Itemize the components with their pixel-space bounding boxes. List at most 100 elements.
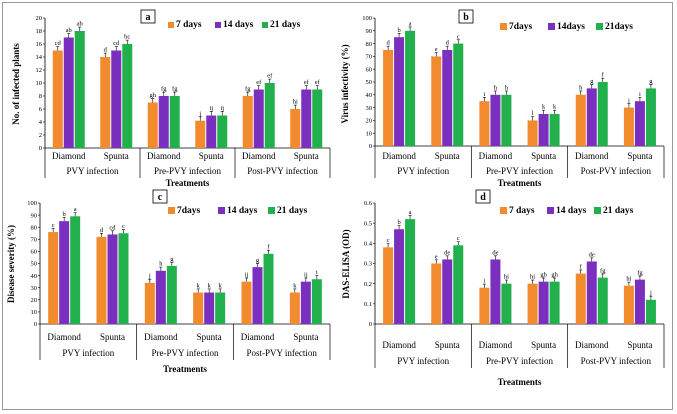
panel-a-y-tick-label: 20 xyxy=(36,15,43,22)
panel-c-data-label: c xyxy=(122,223,125,230)
panel-c-y-tick-label: 30 xyxy=(31,285,38,292)
panel-c-bar xyxy=(289,292,300,324)
panel-d-y-tick-label: 0 xyxy=(369,321,372,328)
panel-b-x-axis-label: Treatments xyxy=(498,178,542,188)
panel-b-y-tick-label: 100 xyxy=(362,15,372,22)
panel-a-category-label: Spunta xyxy=(294,151,319,161)
panel-a-bar xyxy=(253,89,264,148)
panel-c-bar xyxy=(252,267,263,324)
panel-d-group-label: Pre-PVY infection xyxy=(486,356,553,366)
panel-d-legend-label: 21 days xyxy=(603,206,634,216)
panel-a-y-tick-label: 2 xyxy=(39,132,42,139)
panel-a-letter-box xyxy=(140,9,156,24)
panel-b-bar xyxy=(549,114,560,146)
panel-a-bar xyxy=(206,115,217,148)
panel-c-data-label: ij xyxy=(304,272,308,279)
panel-a-bar xyxy=(242,96,253,148)
panel-b-bar xyxy=(575,94,586,146)
panel-a-y-tick-label: 16 xyxy=(36,41,43,48)
panel-d-category-label: Spunta xyxy=(531,340,556,350)
panel-a-data-label: d xyxy=(104,47,108,54)
panel-b-category-label: Spunta xyxy=(531,151,556,161)
panel-c-bar xyxy=(96,236,107,324)
panel-a-bar xyxy=(111,50,122,148)
panel-a-y-tick-label: 10 xyxy=(36,80,43,87)
panel-a-data-label: cd xyxy=(113,40,120,47)
panel-c-y-axis-label: Disease severity (%) xyxy=(6,225,16,303)
panel-d-bar xyxy=(453,245,464,324)
panel-d-bar xyxy=(575,273,586,324)
panel-a-bar xyxy=(147,102,158,148)
panel-b-bar xyxy=(527,120,538,146)
panel-b-data-label: k xyxy=(542,104,546,111)
panel-c-bar xyxy=(241,281,252,324)
panel-a-bar xyxy=(290,109,301,148)
panel-b-y-tick-label: 10 xyxy=(366,130,373,137)
panel-d-bar xyxy=(586,261,597,324)
panel-d-bar xyxy=(623,285,634,324)
panel-b-data-label: g xyxy=(649,78,653,85)
panel-a-bar xyxy=(52,50,63,148)
panel-a-group-label: Post-PVY infection xyxy=(247,166,318,176)
panel-c-data-label: f xyxy=(267,244,270,251)
panel-c-legend-swatch xyxy=(168,207,175,214)
panel-c-category-label: Spunta xyxy=(293,332,318,342)
panel-c-category-label: Diamond xyxy=(47,332,81,342)
panel-b-bar xyxy=(490,94,501,146)
panel-b-data-label: a xyxy=(409,20,412,27)
panel-d-y-tick-label: 0.1 xyxy=(364,301,372,308)
panel-a-y-tick-label: 12 xyxy=(36,67,43,74)
panel-b-legend-swatch xyxy=(548,23,555,30)
panel-b-bar xyxy=(453,43,464,146)
panel-b-letter-box xyxy=(458,9,474,24)
panel-d-letter: d xyxy=(480,192,486,203)
panel-c-y-tick-label: 90 xyxy=(31,212,38,219)
panel-d-data-label: c xyxy=(387,237,390,244)
panel-b-group-label: Post-PVY infection xyxy=(581,166,652,176)
panel-d-bar xyxy=(527,283,538,324)
panel-d-data-label: hi xyxy=(530,274,535,281)
panel-d-group-label: PVY infection xyxy=(397,356,449,366)
panel-c-data-label: j xyxy=(148,273,151,280)
panel-b-group-label: Pre-PVY infection xyxy=(486,166,553,176)
panel-b-data-label: d xyxy=(386,40,390,47)
panel-d-data-label: a xyxy=(409,209,412,216)
panel-b-data-label: i xyxy=(639,91,641,98)
panel-d-bar xyxy=(394,229,405,324)
panel-c-data-label: g xyxy=(170,256,174,263)
panel-c-bar xyxy=(118,233,129,324)
panel-b-category-label: Diamond xyxy=(479,151,513,161)
panel-d-category-label: Spunta xyxy=(627,340,652,350)
panel-b-bar xyxy=(405,30,416,146)
panel-a-data-label: ij xyxy=(209,105,213,112)
panel-a-y-tick-label: 0 xyxy=(39,145,42,152)
panel-c-data-label: g xyxy=(256,257,260,264)
panel-a-data-label: ij xyxy=(220,105,224,112)
panel-d-bar xyxy=(490,259,501,324)
panel-b-y-tick-label: 0 xyxy=(369,143,372,150)
panel-b-data-label: h xyxy=(579,84,583,91)
panel-c-y-tick-label: 70 xyxy=(31,237,38,244)
panel-d-data-label: fg xyxy=(600,267,606,274)
panel-b-bar xyxy=(634,101,645,146)
panel-d-y-tick-label: 0.4 xyxy=(364,241,373,248)
panel-b-letter: b xyxy=(463,12,469,23)
panel-b-bar xyxy=(479,101,490,146)
panel-a-letter: a xyxy=(146,12,151,23)
panel-a-data-label: cd xyxy=(55,40,62,47)
figure-frame xyxy=(2,2,673,410)
panel-a-x-axis-label: Treatments xyxy=(166,178,210,188)
panel-b-data-label: g xyxy=(590,78,594,85)
panel-d-data-label: de xyxy=(444,249,450,256)
panel-c-legend-swatch xyxy=(218,207,225,214)
panel-d-data-label: f xyxy=(580,263,583,270)
panel-c-bar xyxy=(300,281,311,324)
panel-b-y-axis-label: Virus infectivity (%) xyxy=(340,44,350,123)
panel-d-legend-swatch xyxy=(500,207,507,214)
panel-d-bar xyxy=(549,281,560,324)
panel-b-group-label: PVY infection xyxy=(397,166,449,176)
panel-c-data-label: k xyxy=(293,282,297,289)
panel-a-bar xyxy=(217,115,228,148)
panel-b-legend-label: 14days xyxy=(557,22,585,32)
panel-d-bar xyxy=(501,283,512,324)
